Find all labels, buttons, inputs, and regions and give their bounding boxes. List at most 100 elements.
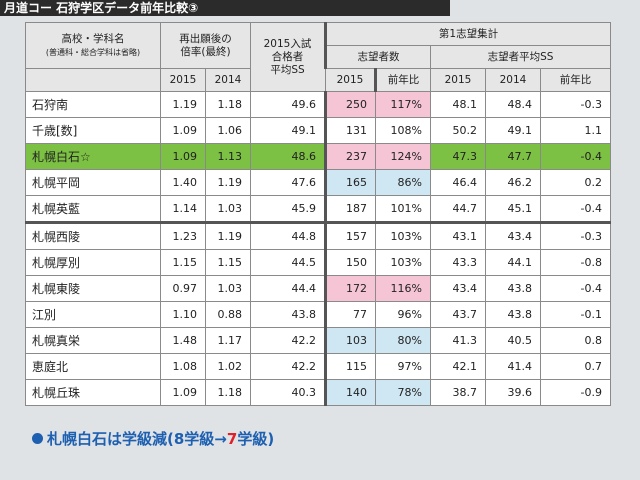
- table-cell: 77: [324, 301, 376, 328]
- header-title: 月道コー 石狩学区データ前年比較③: [0, 0, 450, 16]
- table-cell: 48.1: [430, 91, 486, 118]
- table-row: 札幌東陵 0.97 1.03 44.4 172 116% 43.4 43.8 -0.4: [25, 275, 612, 302]
- table-cell: 46.2: [485, 169, 541, 196]
- table-cell: 1.1: [539, 117, 612, 144]
- table-cell: 42.1: [430, 353, 486, 380]
- year-header: 2015: [430, 68, 486, 92]
- table-cell: 47.3: [430, 143, 486, 170]
- school-name: 札幌丘珠: [25, 379, 161, 406]
- table-row: 札幌厚別 1.15 1.15 44.5 150 103% 43.3 44.1 -0.8: [25, 249, 612, 276]
- table-cell: 108%: [375, 117, 431, 144]
- table-cell: 1.18: [205, 91, 251, 118]
- school-note: (普通科・総合学科は省略): [45, 47, 141, 57]
- table-cell: 1.19: [205, 169, 251, 196]
- footer-note: 札幌白石は学級減(8学級→ 7 学級): [32, 428, 274, 449]
- table-cell: 250: [324, 91, 376, 118]
- table-cell: 1.02: [205, 353, 251, 380]
- table-row: 千歳[数] 1.09 1.06 49.1 131 108% 50.2 49.1 1.1: [25, 117, 612, 144]
- first-choice-header: 第1志望集計: [323, 22, 612, 46]
- table-cell: 1.14: [160, 195, 206, 223]
- table-row: 石狩南 1.19 1.18 49.6 250 117% 48.1 48.4 -0.3: [25, 91, 612, 118]
- table-cell: 150: [324, 249, 376, 276]
- table-cell: 47.7: [485, 143, 541, 170]
- table-cell: 1.40: [160, 169, 206, 196]
- footer-text: 札幌白石は学級減(8学級→: [47, 430, 227, 448]
- comparison-table: 高校・学科名 (普通科・総合学科は省略) 再出願後の 倍率(最終) 2015入試…: [25, 22, 612, 406]
- table-cell: 103%: [375, 249, 431, 276]
- year-header: 2015: [325, 68, 376, 92]
- table-cell: 157: [324, 221, 376, 250]
- table-cell: 43.4: [430, 275, 486, 302]
- table-cell: 1.19: [205, 221, 251, 250]
- school-name: 恵庭北: [25, 353, 161, 380]
- table-cell: 41.3: [430, 327, 486, 354]
- pass-ss-header: 2015入試 合格者 平均SS: [250, 22, 326, 92]
- table-cell: 0.88: [205, 301, 251, 328]
- table-cell: 0.2: [539, 169, 612, 196]
- footer-text: 学級): [237, 430, 275, 448]
- school-header: 高校・学科名 (普通科・総合学科は省略): [25, 22, 161, 69]
- table-cell: 43.3: [430, 249, 486, 276]
- table-cell: 172: [324, 275, 376, 302]
- table-cell: 86%: [375, 169, 431, 196]
- table-cell: 44.7: [430, 195, 486, 223]
- table-cell: 0.97: [160, 275, 206, 302]
- table-cell: 44.5: [250, 249, 326, 276]
- table-cell: 237: [324, 143, 376, 170]
- table-cell: -0.9: [539, 379, 612, 406]
- table-cell: 39.6: [485, 379, 541, 406]
- table-cell: 116%: [375, 275, 431, 302]
- table-cell: 45.1: [485, 195, 541, 223]
- table-cell: 42.2: [250, 353, 326, 380]
- school-name: 札幌真栄: [25, 327, 161, 354]
- table-cell: 103: [324, 327, 376, 354]
- school-name: 札幌厚別: [25, 249, 161, 276]
- table-cell: -0.4: [539, 143, 612, 170]
- pass-ss-line: 平均SS: [270, 63, 305, 76]
- table-cell: 45.9: [250, 195, 326, 223]
- year-header: 2014: [205, 68, 251, 92]
- table-cell: 103%: [375, 221, 431, 250]
- school-name: 札幌西陵: [25, 221, 161, 250]
- table-cell: 1.03: [205, 195, 251, 223]
- table-cell: 1.03: [205, 275, 251, 302]
- table-cell: 1.17: [205, 327, 251, 354]
- table-row: 恵庭北 1.08 1.02 42.2 115 97% 42.1 41.4 0.7: [25, 353, 612, 380]
- school-name: 札幌白石☆: [25, 143, 161, 170]
- table-cell: 96%: [375, 301, 431, 328]
- empty-cell: [25, 68, 161, 92]
- table-cell: 43.8: [250, 301, 326, 328]
- table-cell: 1.23: [160, 221, 206, 250]
- table-row: 札幌丘珠 1.09 1.18 40.3 140 78% 38.7 39.6 -0.9: [25, 379, 612, 406]
- table-cell: 1.19: [160, 91, 206, 118]
- table-row: 札幌英藍 1.14 1.03 45.9 187 101% 44.7 45.1 -0.4: [25, 195, 612, 223]
- year-header: 2015: [160, 68, 206, 92]
- ratio-header: 再出願後の 倍率(最終): [160, 22, 251, 69]
- table-cell: 1.13: [205, 143, 251, 170]
- table-cell: 44.1: [485, 249, 541, 276]
- table-cell: 1.10: [160, 301, 206, 328]
- school-name: 札幌東陵: [25, 275, 161, 302]
- school-name: 江別: [25, 301, 161, 328]
- table-cell: 46.4: [430, 169, 486, 196]
- table-cell: 140: [324, 379, 376, 406]
- table-cell: 38.7: [430, 379, 486, 406]
- table-cell: 124%: [375, 143, 431, 170]
- year-header: 前年比: [374, 68, 431, 92]
- table-row: 札幌西陵 1.23 1.19 44.8 157 103% 43.1 43.4 -0.3: [25, 221, 612, 250]
- school-name: 札幌平岡: [25, 169, 161, 196]
- table-cell: 40.3: [250, 379, 326, 406]
- table-cell: 117%: [375, 91, 431, 118]
- table-cell: 1.48: [160, 327, 206, 354]
- table-row: 札幌平岡 1.40 1.19 47.6 165 86% 46.4 46.2 0.2: [25, 169, 612, 196]
- school-name: 石狩南: [25, 91, 161, 118]
- year-header: 前年比: [539, 68, 612, 92]
- bullet: [32, 433, 43, 444]
- table-cell: 43.7: [430, 301, 486, 328]
- table-cell: -0.4: [539, 275, 612, 302]
- table-cell: 44.8: [250, 221, 326, 250]
- applicants-header: 志望者数: [324, 45, 431, 69]
- table-cell: 49.1: [250, 117, 326, 144]
- year-header: 2014: [485, 68, 541, 92]
